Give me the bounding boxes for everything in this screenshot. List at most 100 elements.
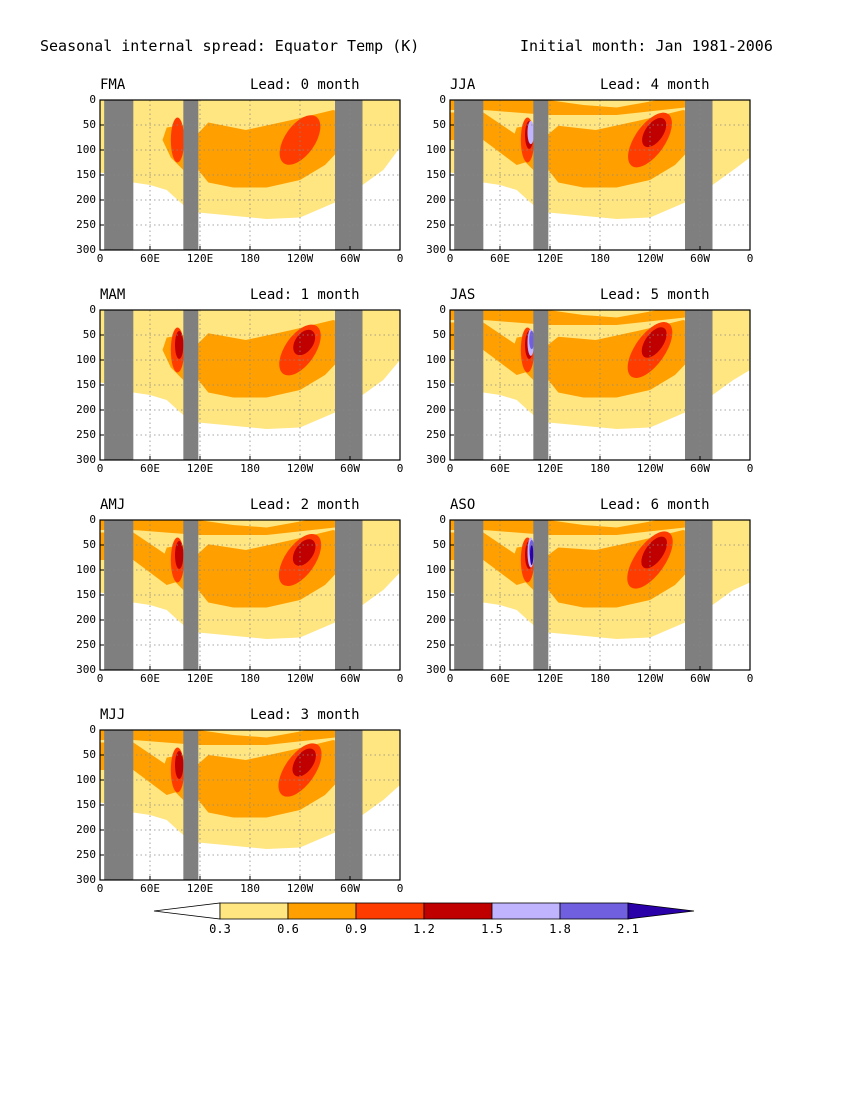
x-tick-label: 60W — [340, 882, 360, 895]
y-tick-label: 150 — [76, 588, 96, 601]
panel-lead-label: Lead: 4 month — [600, 77, 710, 93]
x-tick-label: 180 — [590, 252, 610, 265]
x-tick-label: 120W — [286, 882, 314, 895]
panel-lead-label: Lead: 2 month — [250, 497, 360, 513]
x-tick-label: 120W — [636, 252, 664, 265]
contour-1.2-maritime — [175, 541, 184, 569]
y-tick-label: 100 — [426, 563, 446, 576]
panel-season-label: ASO — [450, 497, 476, 513]
panel-season-label: JAS — [450, 287, 476, 303]
y-tick-label: 150 — [426, 378, 446, 391]
y-tick-label: 300 — [76, 663, 96, 676]
figure-title-right: Initial month: Jan 1981-2006 — [520, 37, 773, 55]
y-tick-label: 100 — [426, 353, 446, 366]
panel-plot-mjj — [99, 729, 401, 881]
y-tick-label: 100 — [76, 353, 96, 366]
x-tick-label: 120E — [186, 252, 214, 265]
x-tick-label: 60W — [690, 672, 710, 685]
colorbar-segment — [423, 902, 493, 920]
panel-lead-label: Lead: 1 month — [250, 287, 360, 303]
y-tick-label: 300 — [426, 243, 446, 256]
y-tick-label: 200 — [426, 193, 446, 206]
panel-season-label: MJJ — [100, 707, 126, 723]
x-tick-label: 60E — [140, 672, 160, 685]
y-tick-label: 200 — [426, 613, 446, 626]
colorbar-level-label: 1.2 — [413, 922, 435, 936]
x-tick-label: 120W — [286, 462, 314, 475]
x-tick-label: 60W — [690, 462, 710, 475]
x-tick-label: 120W — [636, 672, 664, 685]
contour-0.9-east — [279, 115, 321, 165]
contour-1.8 — [529, 330, 535, 350]
colorbar-arrow-high — [627, 902, 695, 920]
x-tick-label: 180 — [590, 462, 610, 475]
x-tick-label: 0 — [396, 672, 404, 685]
x-tick-label: 0 — [96, 462, 104, 475]
x-tick-label: 60W — [340, 672, 360, 685]
y-tick-label: 300 — [426, 453, 446, 466]
y-tick-label: 200 — [76, 193, 96, 206]
y-tick-label: 0 — [439, 303, 446, 316]
y-tick-label: 200 — [76, 823, 96, 836]
contour-1.2-maritime — [175, 751, 184, 779]
y-tick-label: 250 — [76, 428, 96, 441]
x-tick-label: 180 — [240, 672, 260, 685]
contour-1.2-east — [641, 327, 667, 358]
x-tick-label: 0 — [446, 252, 454, 265]
colorbar-segment — [219, 902, 289, 920]
y-tick-label: 150 — [426, 168, 446, 181]
panel-lead-label: Lead: 0 month — [250, 77, 360, 93]
y-tick-label: 50 — [82, 328, 96, 341]
colorbar: 0.3 0.6 0.9 1.2 1.5 1.8 2.1 — [153, 902, 695, 936]
x-tick-label: 120E — [186, 882, 214, 895]
x-tick-label: 180 — [240, 462, 260, 475]
panel-plot-aso — [449, 519, 751, 671]
x-tick-label: 60W — [340, 462, 360, 475]
y-tick-label: 300 — [76, 243, 96, 256]
y-tick-label: 200 — [426, 403, 446, 416]
x-tick-label: 0 — [396, 252, 404, 265]
y-tick-label: 150 — [76, 378, 96, 391]
y-tick-label: 50 — [432, 538, 446, 551]
y-tick-label: 250 — [426, 428, 446, 441]
colorbar-arrow-low — [153, 902, 221, 920]
x-tick-label: 120W — [286, 252, 314, 265]
y-tick-label: 0 — [439, 513, 446, 526]
x-tick-label: 60E — [490, 462, 510, 475]
contour-0.6-upper — [450, 310, 685, 325]
x-tick-label: 0 — [396, 462, 404, 475]
x-tick-label: 0 — [746, 252, 754, 265]
y-tick-label: 100 — [76, 563, 96, 576]
y-tick-label: 0 — [89, 93, 96, 106]
y-tick-label: 50 — [82, 118, 96, 131]
x-tick-label: 120E — [186, 672, 214, 685]
y-tick-label: 0 — [439, 93, 446, 106]
x-tick-label: 180 — [590, 672, 610, 685]
colorbar-level-label: 1.8 — [549, 922, 571, 936]
colorbar-segment — [559, 902, 629, 920]
y-tick-label: 0 — [89, 513, 96, 526]
panel-season-label: MAM — [100, 287, 126, 303]
colorbar-segment — [355, 902, 425, 920]
x-tick-label: 0 — [446, 462, 454, 475]
y-tick-label: 100 — [426, 143, 446, 156]
y-tick-label: 150 — [426, 588, 446, 601]
colorbar-level-label: 2.1 — [617, 922, 639, 936]
x-tick-label: 180 — [240, 882, 260, 895]
panel-plot-fma — [99, 99, 401, 251]
contour-0.9-maritime — [170, 117, 185, 163]
x-tick-label: 0 — [96, 882, 104, 895]
contour-1.2-east — [641, 536, 668, 569]
x-tick-label: 180 — [240, 252, 260, 265]
x-tick-label: 120E — [536, 672, 564, 685]
y-tick-label: 250 — [76, 218, 96, 231]
contour-0.6-upper — [450, 100, 685, 115]
x-tick-label: 0 — [396, 882, 404, 895]
y-tick-label: 250 — [76, 638, 96, 651]
contour-1.5 — [527, 120, 535, 145]
colorbar-level-label: 0.3 — [209, 922, 231, 936]
y-tick-label: 100 — [76, 773, 96, 786]
contour-1.2-east — [292, 748, 316, 777]
contour-1.2-east — [642, 117, 667, 148]
panel-plot-mam — [99, 309, 401, 461]
